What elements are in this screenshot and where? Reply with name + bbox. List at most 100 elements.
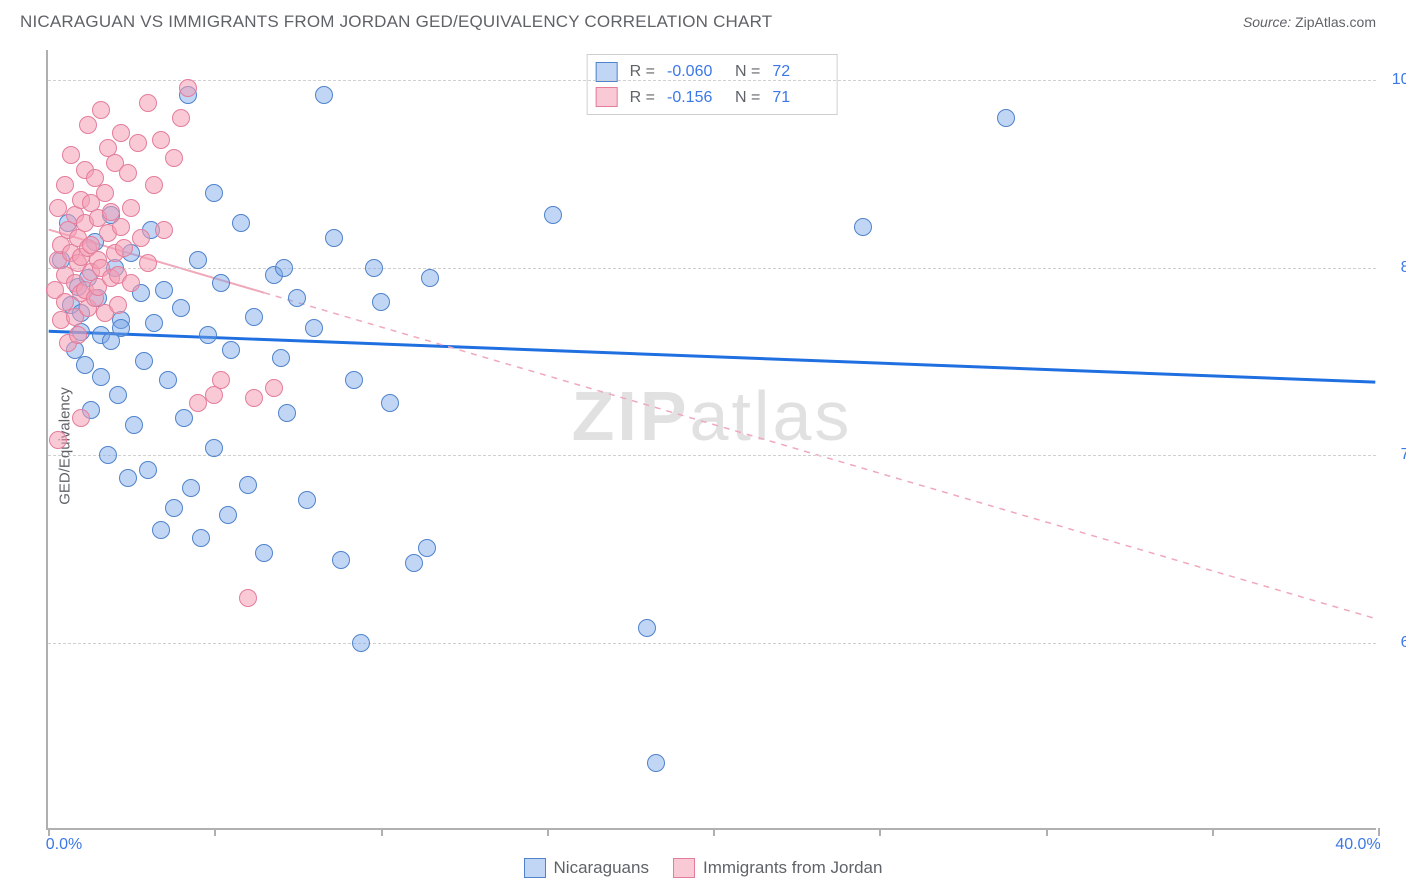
trend-lines	[48, 50, 1376, 828]
data-point-jordan	[122, 274, 140, 292]
data-point-jordan	[129, 134, 147, 152]
data-point-jordan	[212, 371, 230, 389]
legend-item-jordan: Immigrants from Jordan	[673, 858, 883, 878]
data-point-jordan	[155, 221, 173, 239]
data-point-jordan	[179, 79, 197, 97]
data-point-jordan	[245, 389, 263, 407]
y-tick-label: 87.5%	[1386, 259, 1406, 277]
data-point-nicaraguans	[345, 371, 363, 389]
chart-source: Source: ZipAtlas.com	[1243, 14, 1376, 30]
data-point-nicaraguans	[854, 218, 872, 236]
data-point-nicaraguans	[125, 416, 143, 434]
legend-swatch	[673, 858, 695, 878]
data-point-nicaraguans	[325, 229, 343, 247]
data-point-nicaraguans	[255, 544, 273, 562]
legend-label: Nicaraguans	[554, 858, 649, 878]
data-point-jordan	[56, 176, 74, 194]
data-point-nicaraguans	[175, 409, 193, 427]
plot-area: ZIPatlas R = -0.060 N = 72 R = -0.156 N …	[46, 50, 1376, 830]
data-point-jordan	[132, 229, 150, 247]
legend-item-nicaraguans: Nicaraguans	[524, 858, 649, 878]
data-point-jordan	[119, 164, 137, 182]
data-point-nicaraguans	[405, 554, 423, 572]
data-point-jordan	[172, 109, 190, 127]
grid-line	[48, 268, 1376, 269]
x-tick	[214, 828, 216, 836]
data-point-jordan	[49, 431, 67, 449]
data-point-nicaraguans	[315, 86, 333, 104]
data-point-nicaraguans	[372, 293, 390, 311]
x-axis-labels: 0.0%40.0%	[46, 836, 1376, 860]
grid-line	[48, 643, 1376, 644]
data-point-nicaraguans	[205, 439, 223, 457]
data-point-nicaraguans	[172, 299, 190, 317]
data-point-nicaraguans	[192, 529, 210, 547]
watermark: ZIPatlas	[572, 376, 853, 456]
data-point-nicaraguans	[219, 506, 237, 524]
y-tick-label: 75.0%	[1386, 446, 1406, 464]
data-point-nicaraguans	[239, 476, 257, 494]
source-label: Source:	[1243, 14, 1291, 30]
data-point-nicaraguans	[278, 404, 296, 422]
data-point-jordan	[72, 409, 90, 427]
trend-line-nicaraguans	[49, 331, 1376, 382]
stat-r-label: R =	[630, 85, 655, 111]
data-point-nicaraguans	[544, 206, 562, 224]
data-point-nicaraguans	[352, 634, 370, 652]
data-point-nicaraguans	[135, 352, 153, 370]
data-point-jordan	[96, 184, 114, 202]
data-point-jordan	[265, 379, 283, 397]
data-point-nicaraguans	[298, 491, 316, 509]
data-point-nicaraguans	[365, 259, 383, 277]
correlation-stats-box: R = -0.060 N = 72 R = -0.156 N = 71	[587, 54, 838, 115]
x-tick	[1378, 828, 1380, 836]
data-point-jordan	[139, 254, 157, 272]
data-point-nicaraguans	[647, 754, 665, 772]
data-point-nicaraguans	[92, 368, 110, 386]
grid-line	[48, 455, 1376, 456]
data-point-nicaraguans	[421, 269, 439, 287]
data-point-nicaraguans	[189, 251, 207, 269]
data-point-nicaraguans	[275, 259, 293, 277]
stat-r-value: -0.156	[667, 85, 723, 111]
x-tick	[381, 828, 383, 836]
data-point-nicaraguans	[222, 341, 240, 359]
series-legend: Nicaraguans Immigrants from Jordan	[0, 858, 1406, 878]
y-tick-label: 62.5%	[1386, 634, 1406, 652]
data-point-nicaraguans	[145, 314, 163, 332]
x-tick	[713, 828, 715, 836]
data-point-nicaraguans	[155, 281, 173, 299]
x-tick	[1212, 828, 1214, 836]
data-point-jordan	[122, 199, 140, 217]
legend-swatch	[524, 858, 546, 878]
data-point-nicaraguans	[288, 289, 306, 307]
data-point-jordan	[69, 326, 87, 344]
legend-swatch	[596, 62, 618, 82]
chart-title: NICARAGUAN VS IMMIGRANTS FROM JORDAN GED…	[20, 12, 772, 31]
data-point-jordan	[139, 94, 157, 112]
data-point-nicaraguans	[109, 386, 127, 404]
chart-plot: ZIPatlas R = -0.060 N = 72 R = -0.156 N …	[46, 50, 1376, 830]
data-point-nicaraguans	[245, 308, 263, 326]
data-point-nicaraguans	[418, 539, 436, 557]
legend-swatch	[596, 87, 618, 107]
x-tick	[879, 828, 881, 836]
data-point-nicaraguans	[199, 326, 217, 344]
data-point-jordan	[115, 239, 133, 257]
x-tick-label: 40.0%	[1335, 836, 1380, 854]
data-point-nicaraguans	[76, 356, 94, 374]
stat-n-label: N =	[735, 85, 760, 111]
data-point-nicaraguans	[159, 371, 177, 389]
data-point-jordan	[239, 589, 257, 607]
data-point-nicaraguans	[272, 349, 290, 367]
data-point-nicaraguans	[212, 274, 230, 292]
data-point-nicaraguans	[152, 521, 170, 539]
data-point-jordan	[109, 296, 127, 314]
data-point-nicaraguans	[119, 469, 137, 487]
legend-label: Immigrants from Jordan	[703, 858, 883, 878]
data-point-jordan	[189, 394, 207, 412]
data-point-jordan	[49, 199, 67, 217]
x-tick	[48, 828, 50, 836]
data-point-nicaraguans	[305, 319, 323, 337]
data-point-jordan	[145, 176, 163, 194]
